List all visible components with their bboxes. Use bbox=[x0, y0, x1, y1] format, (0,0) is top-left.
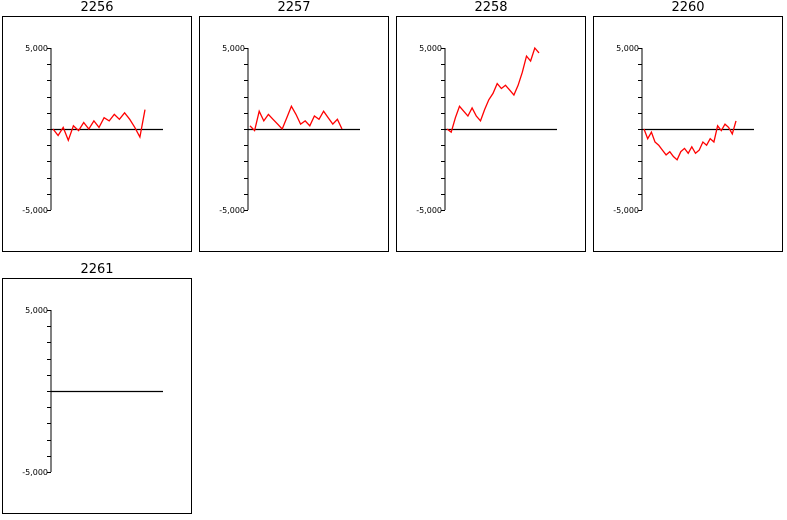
chart-title: 2261 bbox=[80, 262, 114, 277]
plot-area: 5,000 -5,000 bbox=[2, 278, 192, 514]
chart-svg: 5,000 -5,000 bbox=[22, 306, 163, 477]
chart-panel: 2257 5,000 -5,000 bbox=[199, 0, 389, 252]
chart-panel: 2261 5,000 -5,000 bbox=[2, 262, 192, 514]
series-line bbox=[643, 120, 737, 161]
chart-panel: 2258 5,000 -5,000 bbox=[396, 0, 586, 252]
y-tick-label: -5,000 bbox=[22, 468, 48, 477]
plot-area: 5,000 -5,000 bbox=[396, 16, 586, 252]
chart-svg: 5,000 -5,000 bbox=[416, 44, 557, 215]
y-tick-label: 5,000 bbox=[419, 44, 442, 53]
plot-area: 5,000 -5,000 bbox=[2, 16, 192, 252]
chart-panel: 2260 5,000 -5,000 bbox=[593, 0, 783, 252]
plot-area: 5,000 -5,000 bbox=[593, 16, 783, 252]
plot-area: 5,000 -5,000 bbox=[199, 16, 389, 252]
y-tick-label: -5,000 bbox=[416, 206, 442, 215]
y-tick-label: 5,000 bbox=[222, 44, 245, 53]
y-tick-label: 5,000 bbox=[616, 44, 639, 53]
chart-svg: 5,000 -5,000 bbox=[613, 44, 754, 215]
chart-title: 2256 bbox=[80, 0, 114, 15]
chart-title: 2258 bbox=[474, 0, 508, 15]
series-line bbox=[446, 46, 540, 134]
chart-svg: 5,000 -5,000 bbox=[219, 44, 360, 215]
chart-title: 2260 bbox=[671, 0, 705, 15]
y-tick-label: -5,000 bbox=[613, 206, 639, 215]
chart-title: 2257 bbox=[277, 0, 311, 15]
chart-panel: 2256 5,000 -5,000 bbox=[2, 0, 192, 252]
series-line bbox=[249, 104, 343, 132]
y-tick-label: -5,000 bbox=[219, 206, 245, 215]
y-tick-label: 5,000 bbox=[25, 44, 48, 53]
y-tick-label: -5,000 bbox=[22, 206, 48, 215]
y-tick-label: 5,000 bbox=[25, 306, 48, 315]
chart-svg: 5,000 -5,000 bbox=[22, 44, 163, 215]
series-line bbox=[52, 109, 146, 143]
